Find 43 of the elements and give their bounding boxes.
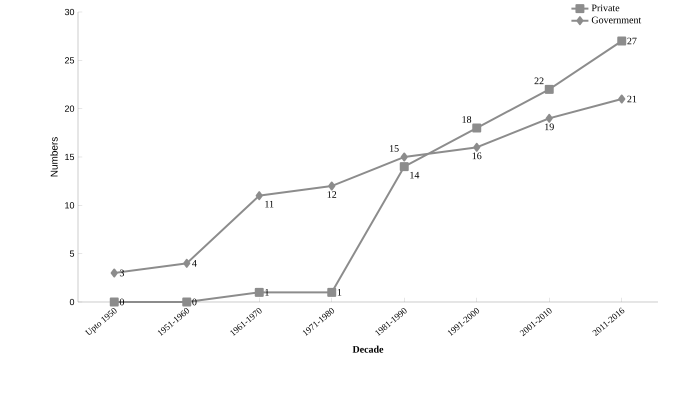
legend-label: Private <box>592 4 620 12</box>
data-label: 11 <box>265 200 274 208</box>
y-tick-label: 25 <box>64 57 74 64</box>
point <box>400 162 409 172</box>
x-tick-label: Upto 1950 <box>84 308 117 335</box>
point <box>256 191 263 200</box>
point <box>473 142 480 152</box>
data-label: 27 <box>627 38 637 44</box>
point <box>617 36 626 46</box>
point <box>110 268 118 278</box>
data-label: 19 <box>545 124 554 130</box>
y-tick-label: 10 <box>65 202 74 209</box>
data-label: 3 <box>120 270 124 276</box>
y-tick-label: 30 <box>64 8 74 16</box>
point <box>328 182 336 190</box>
data-label: 14 <box>410 172 420 178</box>
point <box>110 298 119 306</box>
point <box>327 288 336 297</box>
point <box>544 84 554 94</box>
point <box>400 152 408 162</box>
point <box>546 114 553 123</box>
point <box>182 298 192 306</box>
data-label: 18 <box>462 116 472 123</box>
data-label: 12 <box>328 191 336 198</box>
y-tick-label: 0 <box>70 298 74 306</box>
point <box>183 258 190 268</box>
y-tick-label: 20 <box>64 105 74 112</box>
data-label: 15 <box>390 145 399 152</box>
data-label: 16 <box>472 152 482 160</box>
point <box>472 124 482 132</box>
data-label: 1 <box>338 289 342 296</box>
legend-label: Government <box>592 16 642 24</box>
point <box>618 94 626 104</box>
data-label: 4 <box>192 260 197 267</box>
point <box>254 288 264 297</box>
y-tick-label: 5 <box>70 250 74 257</box>
data-label: 21 <box>627 96 636 102</box>
data-label: 1 <box>265 289 269 296</box>
y-axis-title: Numbers <box>50 137 58 176</box>
y-tick-label: 15 <box>65 154 74 160</box>
data-label: 0 <box>192 298 197 306</box>
x-axis-title: Decade <box>352 346 384 353</box>
data-label: 22 <box>534 78 544 84</box>
